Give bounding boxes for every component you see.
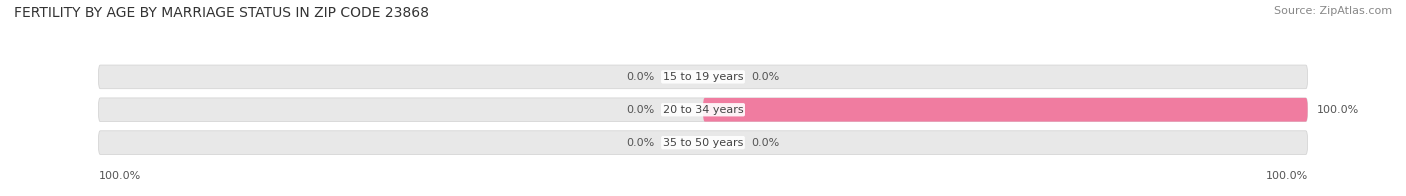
FancyBboxPatch shape: [703, 98, 1308, 122]
FancyBboxPatch shape: [98, 98, 1308, 122]
Text: 100.0%: 100.0%: [98, 171, 141, 181]
Text: FERTILITY BY AGE BY MARRIAGE STATUS IN ZIP CODE 23868: FERTILITY BY AGE BY MARRIAGE STATUS IN Z…: [14, 6, 429, 20]
Text: 0.0%: 0.0%: [751, 72, 779, 82]
Text: 20 to 34 years: 20 to 34 years: [662, 105, 744, 115]
Text: 100.0%: 100.0%: [1316, 105, 1358, 115]
Text: 100.0%: 100.0%: [1265, 171, 1308, 181]
Text: 0.0%: 0.0%: [627, 105, 655, 115]
Text: 0.0%: 0.0%: [627, 138, 655, 148]
Text: Source: ZipAtlas.com: Source: ZipAtlas.com: [1274, 6, 1392, 16]
FancyBboxPatch shape: [98, 131, 1308, 154]
FancyBboxPatch shape: [98, 65, 1308, 89]
Text: 15 to 19 years: 15 to 19 years: [662, 72, 744, 82]
Text: 0.0%: 0.0%: [627, 72, 655, 82]
Text: 0.0%: 0.0%: [751, 138, 779, 148]
Text: 35 to 50 years: 35 to 50 years: [662, 138, 744, 148]
